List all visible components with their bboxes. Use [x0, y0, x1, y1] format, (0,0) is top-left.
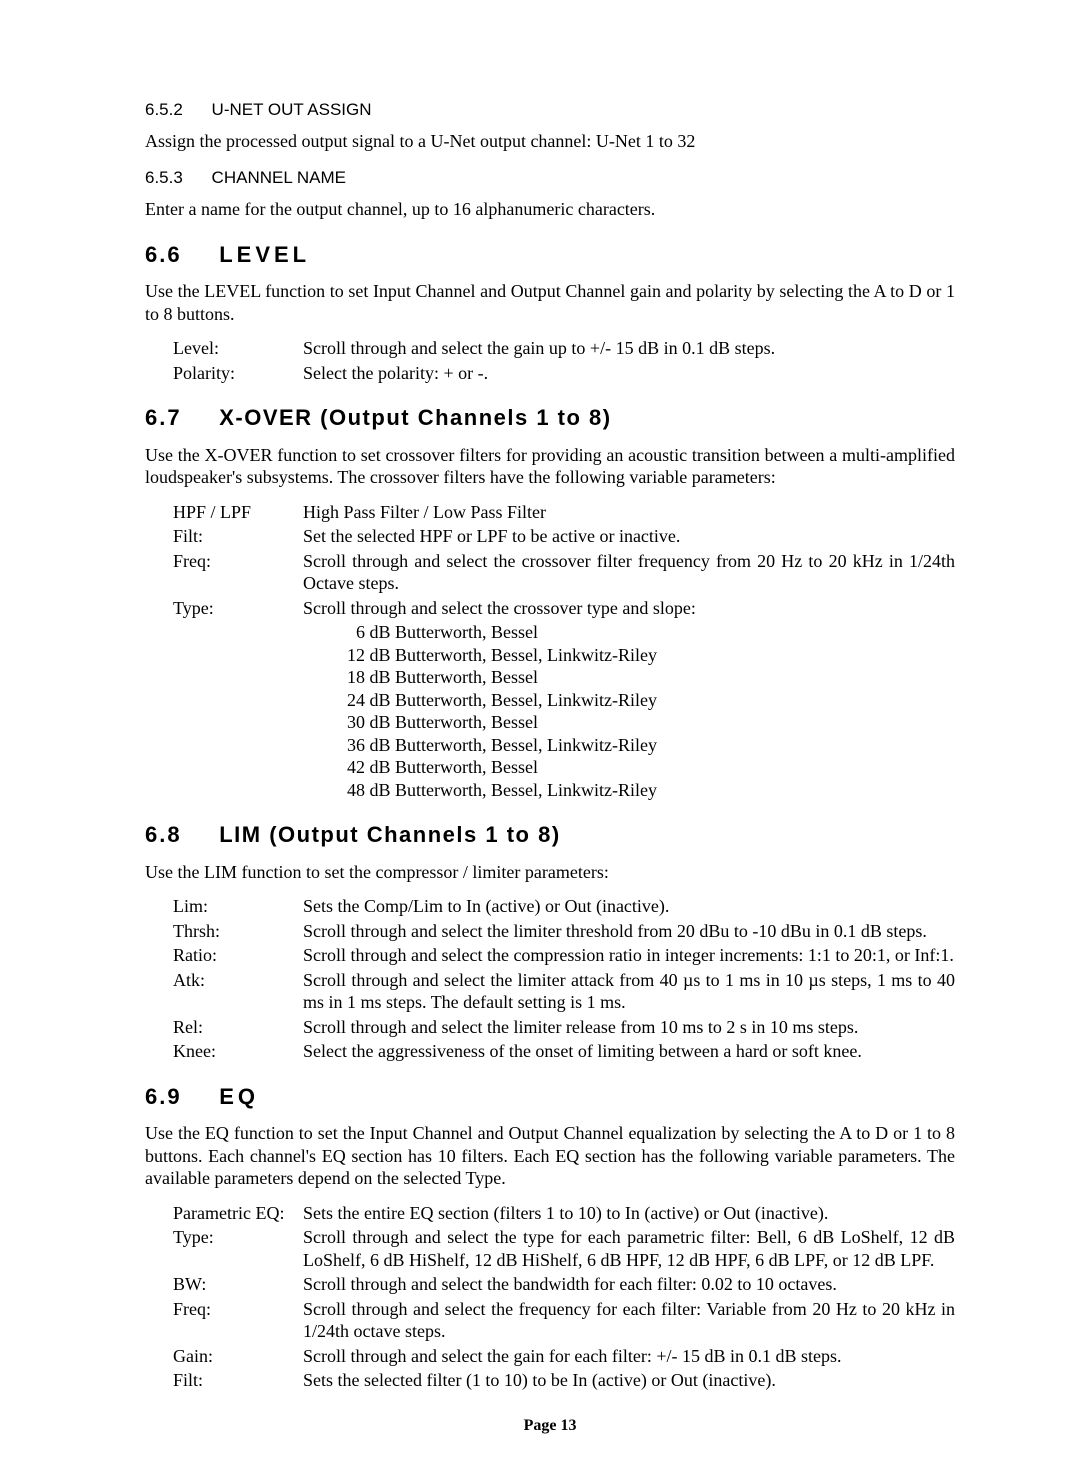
heading-69: 6.9 EQ [145, 1083, 955, 1111]
heading-title: U-NET OUT ASSIGN [212, 100, 372, 119]
heading-title: X-OVER (Output Channels 1 to 8) [219, 405, 611, 430]
definition-term: Gain: [173, 1345, 303, 1368]
definition-desc: Scroll through and select the compressio… [303, 944, 955, 967]
definition-row: Parametric EQ: Sets the entire EQ sectio… [173, 1202, 955, 1225]
definition-term: Filt: [173, 525, 303, 548]
heading-68: 6.8 LIM (Output Channels 1 to 8) [145, 821, 955, 849]
heading-652: 6.5.2 U-NET OUT ASSIGN [145, 99, 955, 120]
definition-list-xover: HPF / LPF High Pass Filter / Low Pass Fi… [173, 501, 955, 802]
definition-row: Freq: Scroll through and select the cros… [173, 550, 955, 595]
paragraph: Use the LEVEL function to set Input Chan… [145, 280, 955, 325]
definition-term: BW: [173, 1273, 303, 1296]
slope-item: 6 dB Butterworth, Bessel [347, 621, 955, 644]
definition-desc: Scroll through and select the type for e… [303, 1226, 955, 1271]
heading-number: 6.8 [145, 822, 182, 847]
slope-list: 6 dB Butterworth, Bessel 12 dB Butterwor… [347, 621, 955, 801]
document-page: 6.5.2 U-NET OUT ASSIGN Assign the proces… [0, 0, 1080, 1476]
definition-term: Parametric EQ: [173, 1202, 303, 1225]
definition-desc: Scroll through and select the frequency … [303, 1298, 955, 1343]
paragraph: Use the LIM function to set the compress… [145, 861, 955, 884]
definition-row: Ratio: Scroll through and select the com… [173, 944, 955, 967]
heading-title: EQ [219, 1084, 259, 1109]
definition-desc: Scroll through and select the limiter th… [303, 920, 955, 943]
heading-number: 6.6 [145, 242, 182, 267]
definition-desc: Scroll through and select the limiter at… [303, 969, 955, 1014]
definition-desc: Set the selected HPF or LPF to be active… [303, 525, 955, 548]
definition-desc: Select the aggressiveness of the onset o… [303, 1040, 955, 1063]
definition-row: HPF / LPF High Pass Filter / Low Pass Fi… [173, 501, 955, 524]
definition-row: Polarity: Select the polarity: + or -. [173, 362, 955, 385]
heading-66: 6.6 LEVEL [145, 241, 955, 269]
slope-item: 30 dB Butterworth, Bessel [347, 711, 955, 734]
definition-list-eq: Parametric EQ: Sets the entire EQ sectio… [173, 1202, 955, 1392]
definition-term: Thrsh: [173, 920, 303, 943]
slope-row: 6 dB Butterworth, Bessel 12 dB Butterwor… [173, 621, 955, 801]
definition-row: Level: Scroll through and select the gai… [173, 337, 955, 360]
paragraph: Assign the processed output signal to a … [145, 130, 955, 153]
heading-title: CHANNEL NAME [212, 168, 346, 187]
slope-item: 24 dB Butterworth, Bessel, Linkwitz-Rile… [347, 689, 955, 712]
definition-desc: Scroll through and select the gain up to… [303, 337, 955, 360]
definition-term: Type: [173, 597, 303, 620]
definition-row: Freq: Scroll through and select the freq… [173, 1298, 955, 1343]
heading-title: LIM (Output Channels 1 to 8) [219, 822, 560, 847]
slope-item: 36 dB Butterworth, Bessel, Linkwitz-Rile… [347, 734, 955, 757]
slope-item: 42 dB Butterworth, Bessel [347, 756, 955, 779]
definition-term: Lim: [173, 895, 303, 918]
definition-term: Polarity: [173, 362, 303, 385]
definition-row: Type: Scroll through and select the type… [173, 1226, 955, 1271]
paragraph: Use the X-OVER function to set crossover… [145, 444, 955, 489]
definition-desc: Scroll through and select the gain for e… [303, 1345, 955, 1368]
definition-term: Type: [173, 1226, 303, 1249]
definition-desc: Scroll through and select the crossover … [303, 597, 955, 620]
definition-term: Freq: [173, 1298, 303, 1321]
definition-row: Filt: Sets the selected filter (1 to 10)… [173, 1369, 955, 1392]
definition-desc: Scroll through and select the bandwidth … [303, 1273, 955, 1296]
paragraph: Enter a name for the output channel, up … [145, 198, 955, 221]
definition-desc: Sets the Comp/Lim to In (active) or Out … [303, 895, 955, 918]
slope-item: 18 dB Butterworth, Bessel [347, 666, 955, 689]
definition-row: Gain: Scroll through and select the gain… [173, 1345, 955, 1368]
heading-number: 6.7 [145, 405, 182, 430]
heading-653: 6.5.3 CHANNEL NAME [145, 167, 955, 188]
definition-desc: Scroll through and select the limiter re… [303, 1016, 955, 1039]
definition-row: Knee: Select the aggressiveness of the o… [173, 1040, 955, 1063]
definition-list-level: Level: Scroll through and select the gai… [173, 337, 955, 384]
heading-number: 6.9 [145, 1084, 182, 1109]
definition-desc: Select the polarity: + or -. [303, 362, 955, 385]
definition-row: Rel: Scroll through and select the limit… [173, 1016, 955, 1039]
definition-term: Level: [173, 337, 303, 360]
heading-number: 6.5.2 [145, 99, 183, 120]
definition-row: Filt: Set the selected HPF or LPF to be … [173, 525, 955, 548]
definition-term: Ratio: [173, 944, 303, 967]
definition-term: Atk: [173, 969, 303, 992]
definition-term: Freq: [173, 550, 303, 573]
heading-67: 6.7 X-OVER (Output Channels 1 to 8) [145, 404, 955, 432]
definition-desc: Sets the selected filter (1 to 10) to be… [303, 1369, 955, 1392]
definition-desc: High Pass Filter / Low Pass Filter [303, 501, 955, 524]
definition-term: Rel: [173, 1016, 303, 1039]
heading-number: 6.5.3 [145, 167, 183, 188]
definition-row: Thrsh: Scroll through and select the lim… [173, 920, 955, 943]
definition-term: Knee: [173, 1040, 303, 1063]
definition-list-lim: Lim: Sets the Comp/Lim to In (active) or… [173, 895, 955, 1063]
definition-desc: Sets the entire EQ section (filters 1 to… [303, 1202, 955, 1225]
definition-desc: Scroll through and select the crossover … [303, 550, 955, 595]
definition-term: HPF / LPF [173, 501, 303, 524]
page-number: Page 13 [145, 1416, 955, 1436]
slope-item: 48 dB Butterworth, Bessel, Linkwitz-Rile… [347, 779, 955, 802]
heading-title: LEVEL [219, 242, 310, 267]
definition-row: Atk: Scroll through and select the limit… [173, 969, 955, 1014]
definition-row: Type: Scroll through and select the cros… [173, 597, 955, 620]
slope-item: 12 dB Butterworth, Bessel, Linkwitz-Rile… [347, 644, 955, 667]
definition-row: Lim: Sets the Comp/Lim to In (active) or… [173, 895, 955, 918]
definition-row: BW: Scroll through and select the bandwi… [173, 1273, 955, 1296]
paragraph: Use the EQ function to set the Input Cha… [145, 1122, 955, 1190]
definition-term: Filt: [173, 1369, 303, 1392]
